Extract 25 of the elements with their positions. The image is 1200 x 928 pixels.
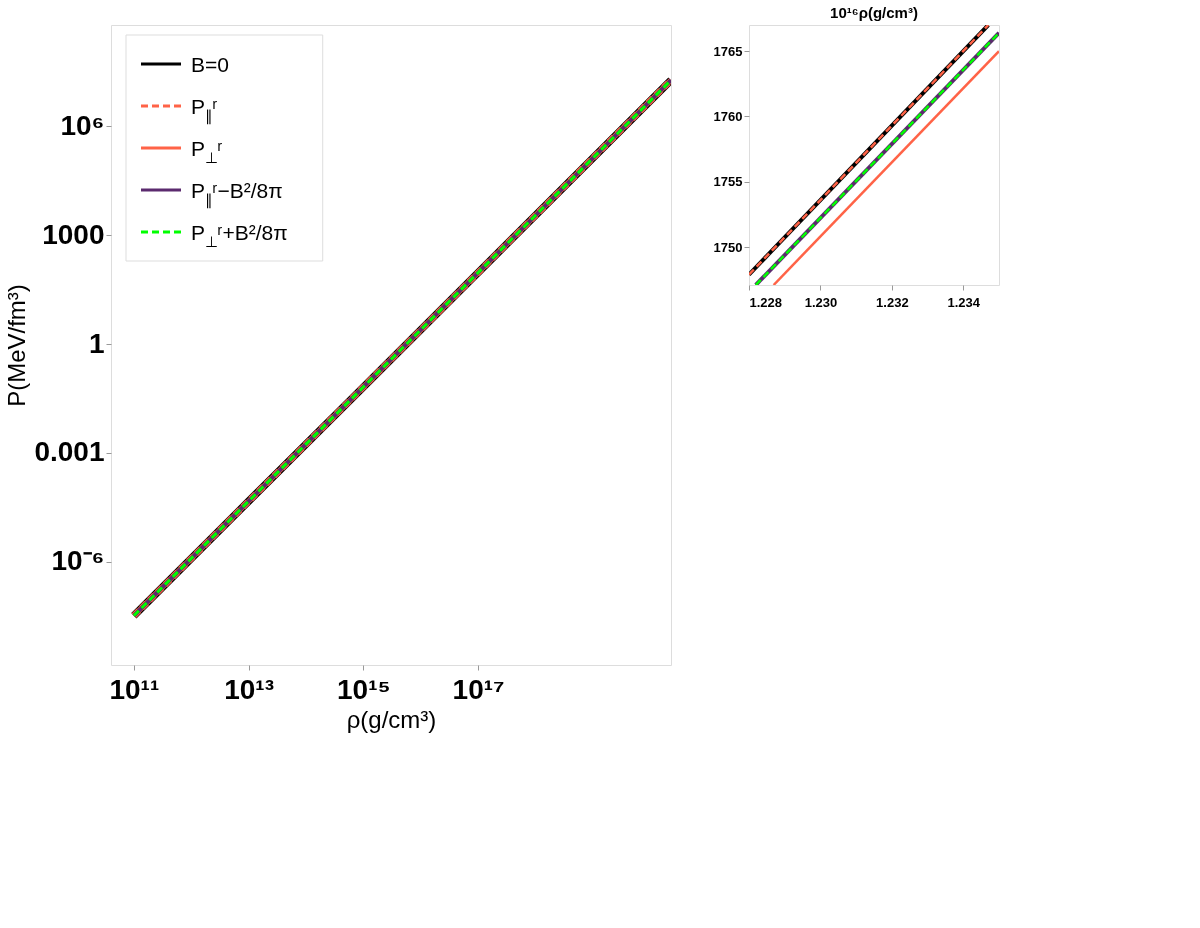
y-axis-title: P(MeV/fm³) xyxy=(3,284,31,407)
legend-label: B=0 xyxy=(191,53,229,76)
x-tick-label: 1.230 xyxy=(804,294,838,310)
y-tick-label: 0.001 xyxy=(34,436,105,468)
y-tick-label: 1750 xyxy=(713,239,743,255)
x-axis-title: ρ(g/cm³) xyxy=(346,705,437,733)
legend-label: P⊥ʳ+B²/8π xyxy=(191,221,288,250)
x-tick-label: 1.228 xyxy=(749,294,783,310)
legend-label: P∥ʳ xyxy=(191,95,218,125)
y-tick-label: 1755 xyxy=(713,174,743,190)
x-tick-label: 10¹⁵ xyxy=(337,673,391,705)
y-tick-label: 1 xyxy=(88,327,105,359)
chart-title: 10¹⁶ρ(g/cm³) xyxy=(830,4,918,21)
x-tick-label: 10¹¹ xyxy=(109,673,160,705)
x-tick-label: 1.234 xyxy=(947,294,981,310)
y-tick-label: 1000 xyxy=(42,218,105,250)
legend-label: P∥ʳ−B²/8π xyxy=(191,179,283,209)
y-tick-label: 10⁻⁶ xyxy=(51,545,105,577)
y-tick-label: 1760 xyxy=(713,108,743,124)
x-tick-label: 10¹³ xyxy=(224,673,274,705)
x-tick-label: 10¹⁷ xyxy=(452,673,505,705)
y-tick-label: 10⁶ xyxy=(60,109,105,141)
legend-label: P⊥ʳ xyxy=(191,137,223,166)
y-tick-label: 1765 xyxy=(713,43,743,59)
x-tick-label: 1.232 xyxy=(876,294,909,310)
